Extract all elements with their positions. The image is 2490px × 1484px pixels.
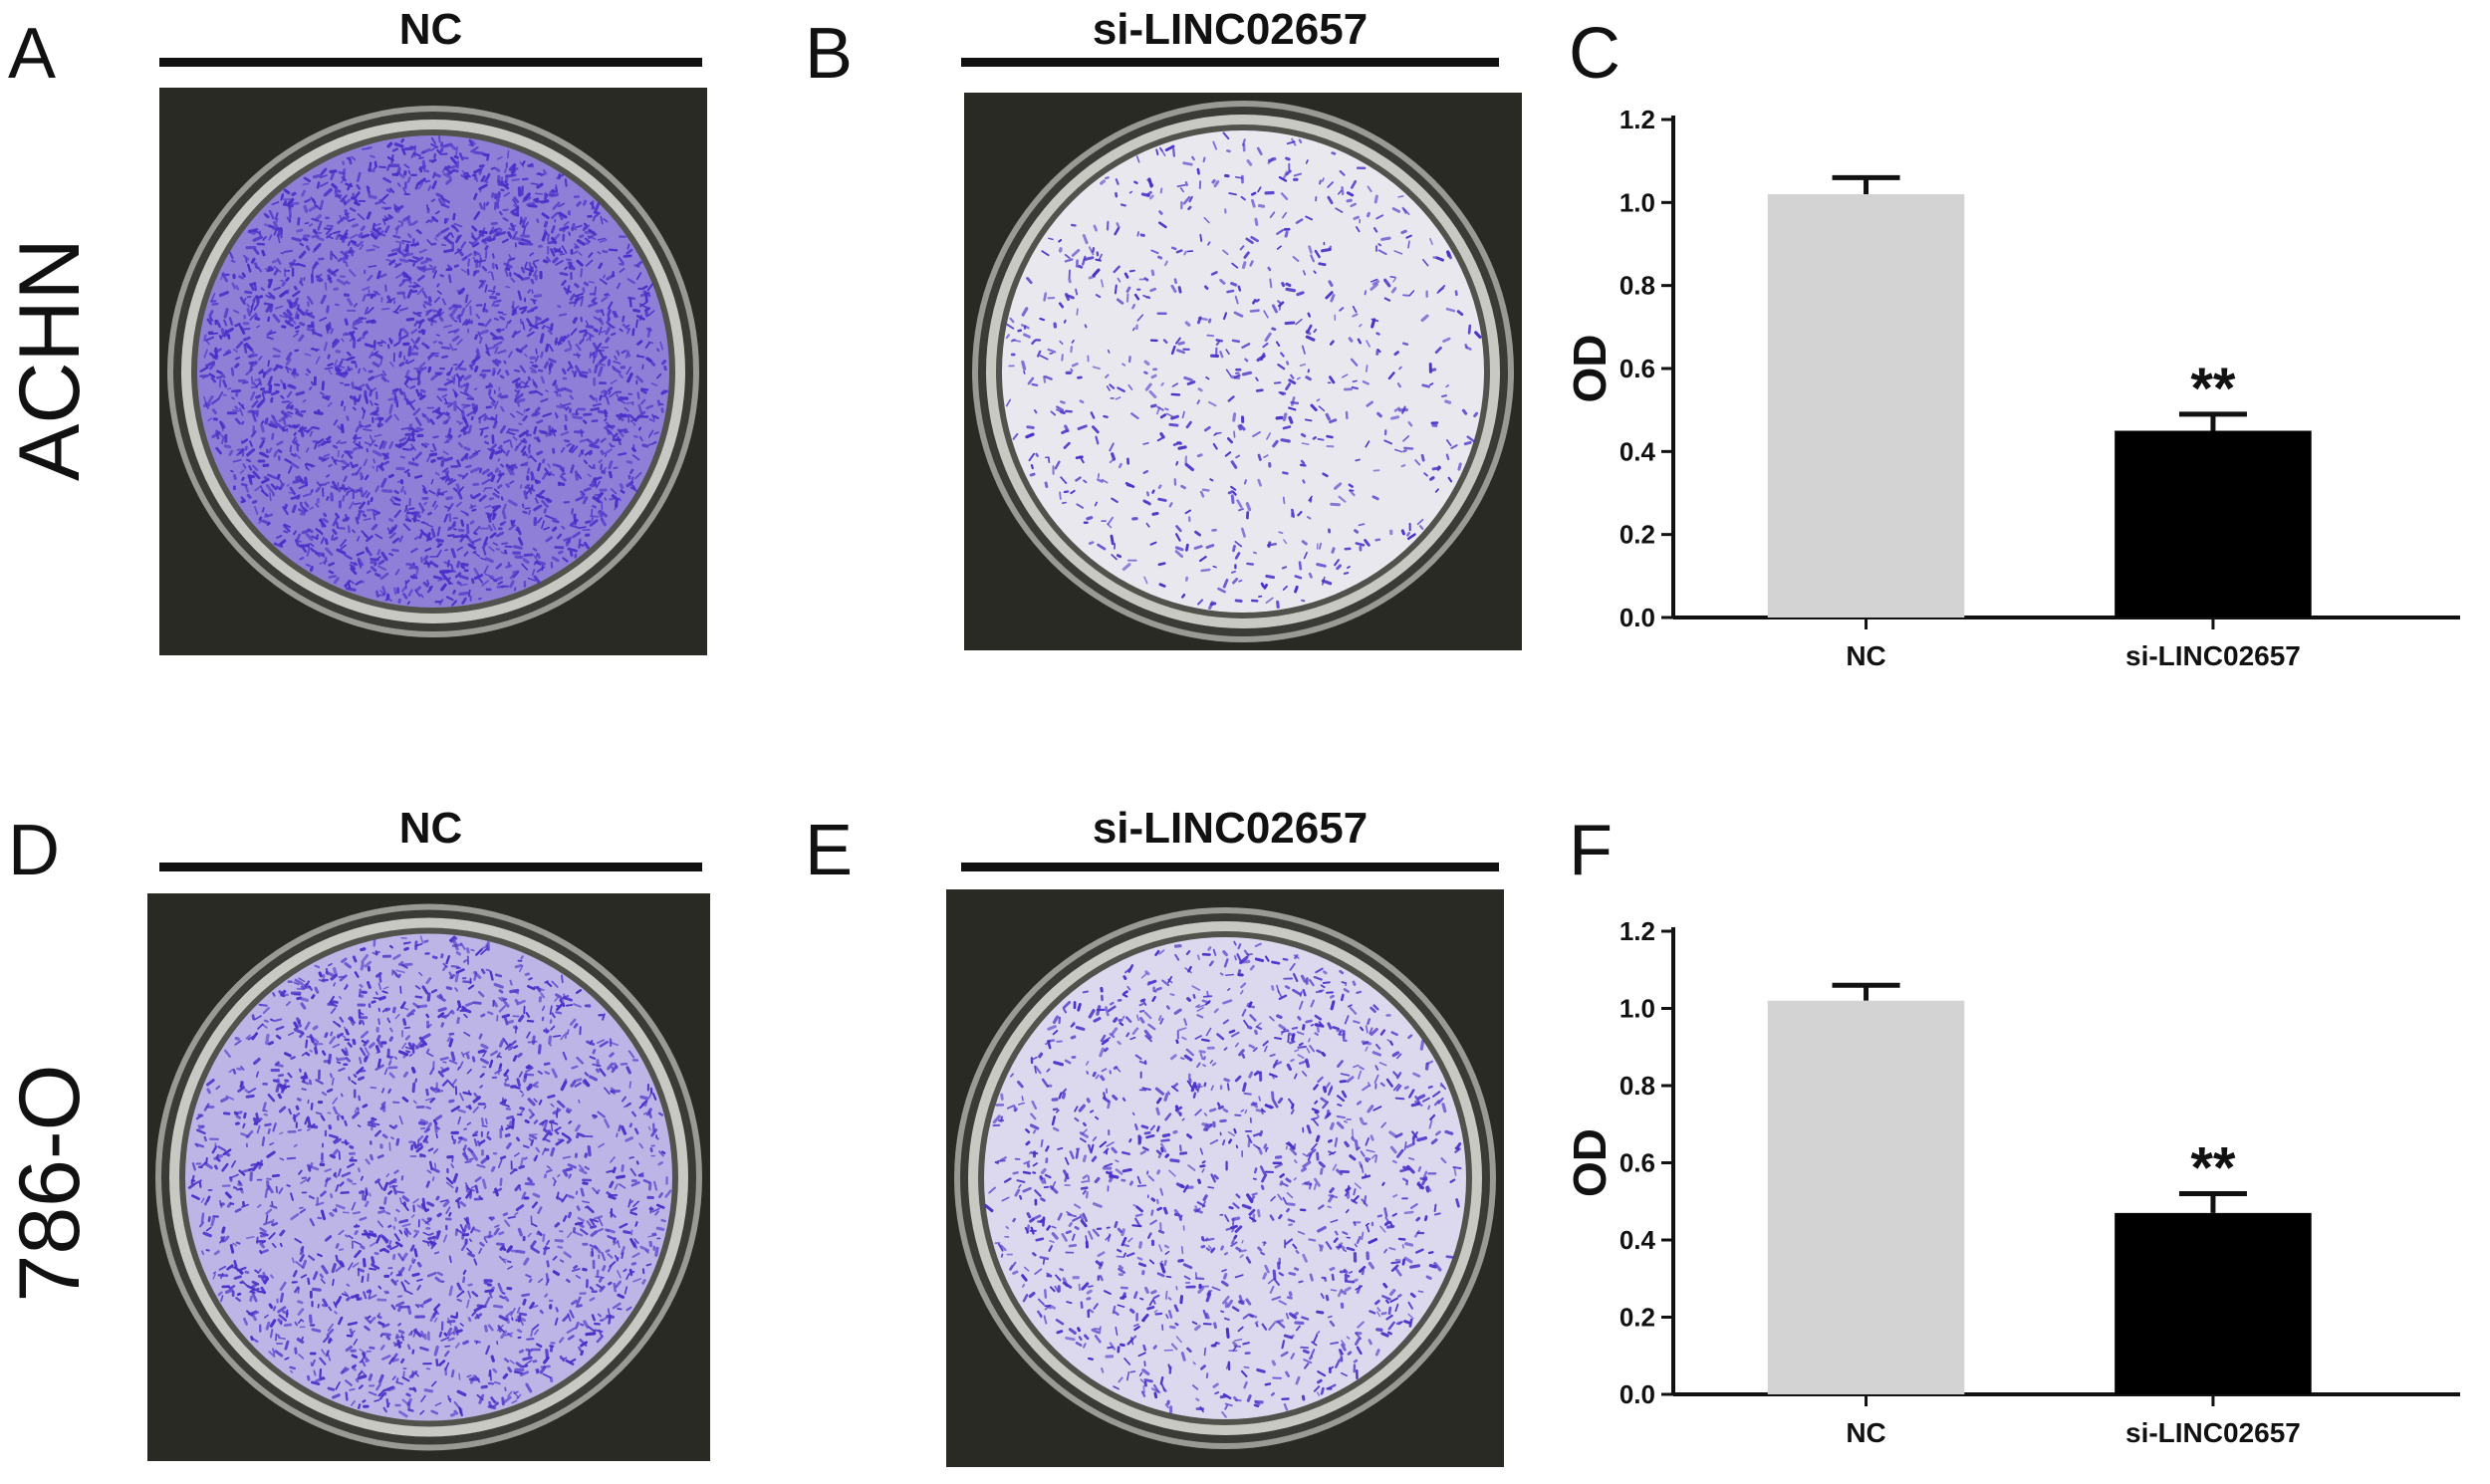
row-label-786o: 786-O: [2, 1064, 98, 1303]
y-tick-label: 0.8: [1619, 1071, 1655, 1101]
x-tick-label: NC: [1846, 1417, 1885, 1448]
condition-title-b: si-LINC02657: [1092, 5, 1369, 54]
well-image-achn-nc: [159, 88, 707, 655]
bar-nc: [1767, 1000, 1965, 1394]
y-tick-label: 0.4: [1619, 1225, 1656, 1255]
well-image-achn-si: [964, 93, 1522, 650]
x-tick-label: si-LINC02657: [2125, 640, 2301, 671]
panel-letter-c: C: [1569, 14, 1620, 94]
condition-title-d: NC: [398, 804, 463, 853]
y-tick-label: 1.2: [1619, 105, 1655, 134]
well-image-786o-nc: [147, 893, 710, 1461]
x-tick-label: NC: [1846, 640, 1885, 671]
bar-chart-f: OD 0.0 0.2 0.4 0.6 0.8 1.0 1.2 NC si-LINC02657 **: [1564, 916, 2460, 1448]
condition-title-e: si-LINC02657: [1092, 804, 1369, 853]
y-tick-label: 0.0: [1619, 603, 1655, 632]
well-image-786o-si: [946, 889, 1504, 1467]
bar-si: [2115, 1212, 2312, 1394]
y-tick-label: 0.2: [1619, 520, 1655, 550]
panel-letter-a: A: [8, 14, 57, 94]
condition-bar-b: [961, 58, 1499, 67]
condition-title-a: NC: [398, 5, 463, 54]
panel-letter-f: F: [1569, 811, 1613, 890]
y-tick-label: 1.2: [1619, 916, 1655, 946]
condition-bar-a: [159, 58, 702, 67]
y-tick-label: 0.4: [1619, 436, 1656, 466]
panel-letter-b: B: [805, 14, 854, 94]
y-tick-label: 0.2: [1619, 1303, 1655, 1333]
y-tick-label: 1.0: [1619, 187, 1655, 217]
condition-bar-e: [961, 863, 1499, 871]
significance-label: **: [2190, 1136, 2236, 1201]
y-tick-label: 0.0: [1619, 1379, 1655, 1409]
y-tick-label: 1.0: [1619, 994, 1655, 1024]
row-label-achn: ACHN: [2, 238, 98, 481]
y-axis-label: OD: [1564, 1128, 1616, 1197]
significance-label: **: [2190, 357, 2236, 421]
y-axis-label: OD: [1564, 335, 1616, 403]
panel-letter-e: E: [805, 811, 854, 890]
y-tick-label: 0.6: [1619, 1148, 1655, 1178]
y-tick-label: 0.6: [1619, 354, 1655, 383]
panel-letter-d: D: [8, 811, 60, 890]
y-tick-label: 0.8: [1619, 271, 1655, 301]
condition-bar-d: [159, 863, 702, 871]
x-tick-label: si-LINC02657: [2125, 1417, 2301, 1448]
bar-chart-c: OD 0.0 0.2 0.4 0.6 0.8 1.0 1.2 NC si-LINC02657 **: [1564, 105, 2460, 671]
bar-si: [2115, 430, 2312, 618]
bar-nc: [1767, 194, 1965, 618]
